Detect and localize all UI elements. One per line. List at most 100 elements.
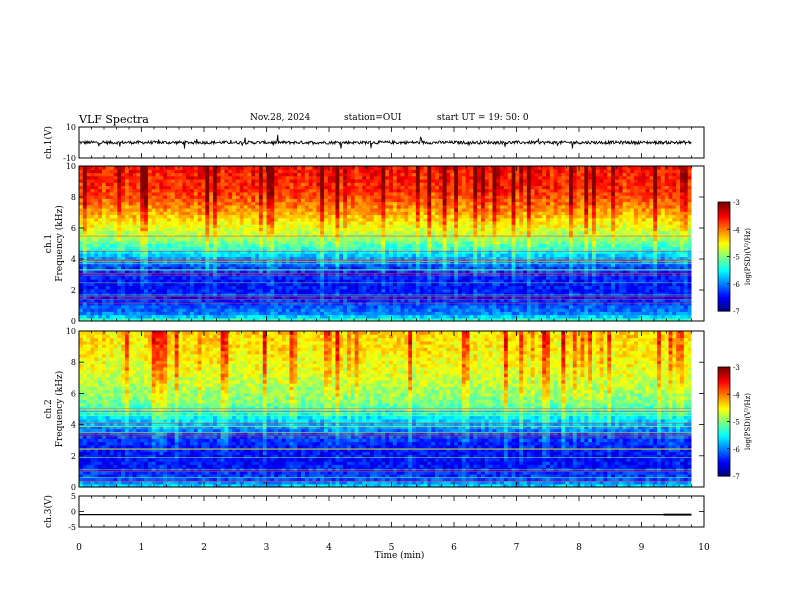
spectrogram-cell [396, 269, 402, 274]
spectrogram-cell [408, 275, 413, 280]
spectrogram-cell [358, 272, 363, 277]
spectrogram-cell [140, 262, 145, 267]
spectrogram-cell [450, 317, 455, 322]
spectrogram-cell [220, 298, 226, 303]
spectrogram-cell [480, 298, 486, 303]
spectrogram-cell [588, 295, 593, 299]
spectrogram-cell [653, 275, 658, 280]
spectrogram-cell [105, 272, 111, 277]
spectrogram-cell [546, 298, 551, 303]
spectrogram-cell [503, 291, 509, 296]
spectrogram-cell [239, 298, 245, 303]
spectrogram-cell [366, 314, 371, 319]
spectrogram-cell [151, 311, 157, 316]
spectrogram-cell [121, 269, 126, 274]
spectrogram-cell [251, 308, 256, 312]
spectrogram-cell [224, 282, 229, 287]
spectrogram-cell [136, 266, 141, 270]
spectrogram-cell [94, 314, 99, 319]
spectrogram-cell [680, 295, 685, 299]
spectrogram-cell [488, 272, 494, 277]
spectrogram-cell [128, 266, 134, 270]
spectrogram-cell [396, 282, 402, 287]
spectrogram-cell [584, 317, 589, 322]
ch1-trace [78, 134, 692, 149]
spectrogram-cell [354, 269, 360, 274]
spectrogram-cell [339, 272, 344, 277]
spectrogram-cell [251, 311, 256, 316]
spectrogram-cell [653, 285, 658, 290]
spectrogram-cell [124, 291, 130, 296]
spectrogram-cell [147, 285, 153, 290]
spectrogram-cell [381, 272, 386, 277]
spectrogram-cell [167, 279, 172, 283]
spectrogram-cell [553, 314, 559, 319]
spectrogram-cell [404, 311, 409, 316]
spectrogram-cell [488, 266, 494, 270]
spectrogram-cell [457, 282, 463, 287]
spectrogram-cell [618, 298, 624, 303]
spectrogram-cell [614, 256, 620, 261]
spectrogram-cell [607, 304, 612, 309]
spectrogram-cell [473, 272, 478, 277]
spectrogram-cell [569, 311, 574, 316]
spectrogram-cell [588, 314, 593, 319]
spectrogram-cell [664, 279, 670, 283]
spectrogram-cell [232, 269, 237, 274]
spectrogram-cell [653, 295, 658, 299]
spectrogram-cell [197, 282, 203, 287]
spectrogram-cell [255, 275, 260, 280]
spectrogram-cell [82, 266, 88, 270]
spectrogram-cell [614, 288, 620, 293]
spectrogram-cell [170, 311, 176, 316]
spectrogram-cell [584, 314, 589, 319]
spectrogram-cell [427, 279, 432, 283]
spectrogram-cell [496, 288, 501, 293]
spectrogram-cell [538, 279, 543, 283]
spectrogram-cell [86, 308, 92, 312]
spectrogram-cell [216, 262, 222, 267]
spectrogram-cell [335, 266, 340, 270]
spectrogram-cell [473, 314, 478, 319]
spectrogram-cell [235, 285, 241, 290]
spectrogram-cell [580, 317, 585, 322]
spectrogram-cell [243, 262, 249, 267]
spectrogram-cell [350, 262, 356, 267]
spectrogram-cell [423, 291, 428, 296]
spectrogram-cell [423, 314, 428, 319]
spectrogram-cell [427, 304, 432, 309]
spectrogram-cell [232, 311, 237, 316]
spectrogram-cell [457, 298, 463, 303]
spectrogram-cell [243, 304, 249, 309]
spectrogram-cell [676, 311, 681, 316]
spectrogram-cell [676, 266, 681, 270]
spectrogram-cell [190, 308, 195, 312]
spectrogram-cell [649, 266, 654, 270]
spectrogram-cell [423, 269, 428, 274]
spectrogram-cell [82, 256, 88, 261]
spectrogram-cell [205, 275, 210, 280]
spectrogram-cell [546, 269, 551, 274]
spectrogram-cell [186, 311, 191, 316]
spectrogram-cell [346, 256, 352, 261]
spectrogram-cell [235, 317, 241, 322]
spectrogram-cell [672, 291, 677, 296]
spectrogram-cell [320, 272, 325, 277]
spectrogram-cell [618, 304, 624, 309]
spectrogram-cell [251, 295, 256, 299]
spectrogram-cell [350, 311, 356, 316]
spectrogram-cell [136, 291, 141, 296]
spectrogram-cell [113, 262, 118, 267]
spectrogram-cell [438, 314, 444, 319]
spectrogram-cell [255, 272, 260, 277]
spectrogram-cell [450, 311, 455, 316]
spectrogram-cell [618, 288, 624, 293]
spectrogram-cell [377, 311, 383, 316]
spectrogram-cell [121, 279, 126, 283]
spectrogram-cell [281, 298, 287, 303]
spectrogram-cell [151, 256, 157, 261]
spectrogram-cell [438, 262, 444, 267]
spectrogram-cell [327, 288, 333, 293]
spectrogram-cell [124, 275, 130, 280]
spectrogram-cell [113, 256, 118, 261]
